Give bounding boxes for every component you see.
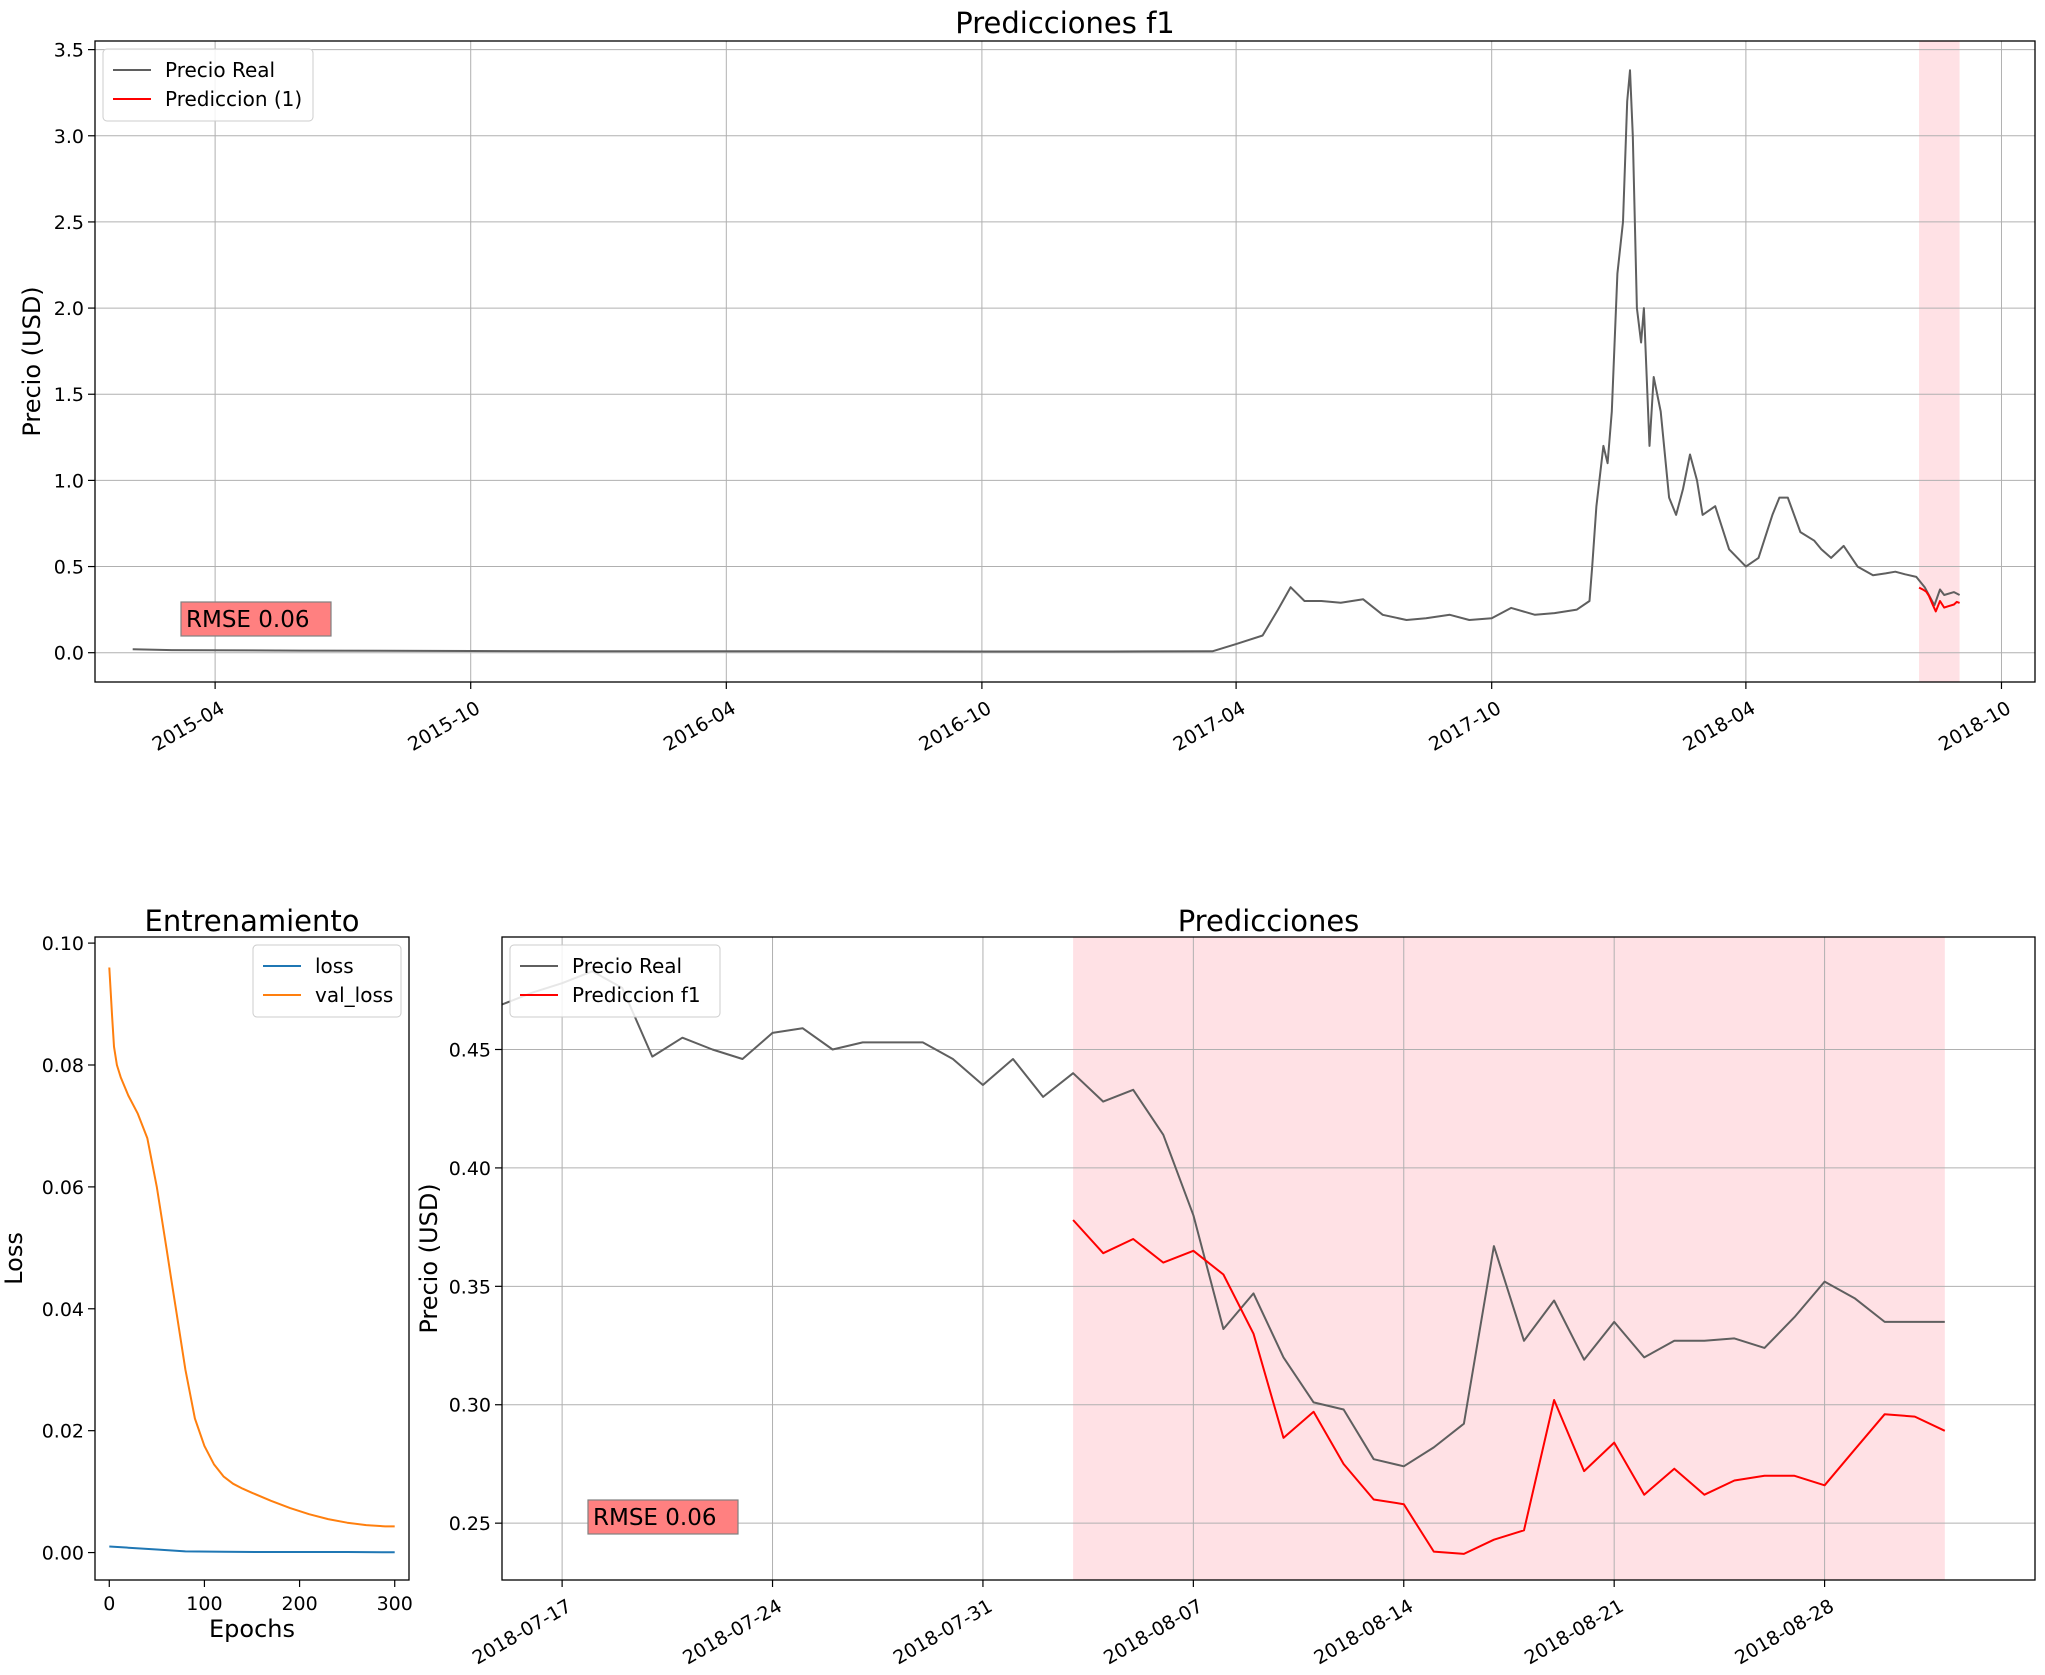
series-line-2	[1918, 586, 1960, 613]
legend-label: val_loss	[315, 983, 393, 1007]
y-tick-label: 0.35	[449, 1276, 491, 1298]
y-tick-label: 0.02	[42, 1421, 84, 1443]
chart-title: Predicciones f1	[955, 6, 1174, 40]
subplot-1: 2015-04 2015-10 2016-04 2016-10 2017-04 2017-…	[18, 6, 2036, 756]
x-tick-label: 2018-07-31	[890, 1595, 997, 1669]
axes-frame	[94, 40, 2036, 683]
y-tick-label: 3.5	[54, 40, 84, 62]
series-line-1	[132, 69, 1961, 653]
x-tick-label: 2017-10	[1425, 697, 1505, 756]
x-tick-label: 2018-07-24	[679, 1595, 786, 1669]
y-tick-label: 2.5	[54, 212, 84, 234]
x-tick-label: 2018-10	[1935, 697, 2015, 756]
y-tick-label: 1.5	[54, 384, 84, 406]
highlight-span	[1919, 41, 1960, 682]
legend: loss val_loss	[252, 944, 402, 1018]
y-tick-label: 0.08	[42, 1055, 84, 1077]
legend-box	[102, 48, 314, 122]
y-tick-label: 3.0	[54, 126, 84, 148]
series-line-2	[108, 967, 395, 1528]
legend-label: Prediccion f1	[572, 983, 701, 1007]
y-tick-label: 0.25	[449, 1513, 491, 1535]
x-axis-label: Epochs	[209, 1615, 295, 1643]
y-tick-label: 0.00	[42, 1543, 84, 1565]
x-tick-label: 100	[186, 1593, 222, 1615]
y-tick-label: 0.06	[42, 1177, 84, 1199]
y-tick-label: 0.40	[449, 1158, 491, 1180]
x-tick-label: 200	[281, 1593, 317, 1615]
rmse-label: RMSE 0.06	[186, 607, 309, 633]
subplot-3: 2018-07-17 2018-07-24 2018-07-31 2018-08-07…	[415, 904, 2036, 1669]
x-tick-label: 300	[377, 1593, 413, 1615]
series-line-1	[501, 970, 1945, 1468]
y-axis-label: Precio (USD)	[18, 286, 46, 436]
x-tick-label: 2018-04	[1679, 697, 1759, 756]
legend-label: Prediccion (1)	[165, 87, 302, 111]
legend-label: Precio Real	[165, 58, 275, 82]
legend: Precio Real Prediccion f1	[509, 944, 721, 1018]
y-axis-label: Loss	[0, 1232, 28, 1285]
y-tick-label: 0.10	[42, 933, 84, 955]
axes-frame	[94, 936, 410, 1581]
series-line-2	[1072, 1219, 1946, 1555]
x-tick-label: 2018-08-14	[1310, 1595, 1417, 1669]
legend-box	[252, 944, 402, 1018]
y-tick-label: 1.0	[54, 470, 84, 492]
y-axis-label: Precio (USD)	[415, 1183, 443, 1333]
legend-box	[509, 944, 721, 1018]
x-tick-label: 2018-07-17	[469, 1595, 576, 1669]
x-tick-label: 2015-04	[149, 697, 229, 756]
y-tick-label: 0.5	[54, 557, 84, 579]
rmse-box	[587, 1499, 739, 1535]
highlight-span	[1073, 937, 1945, 1580]
x-tick-label: 2016-04	[660, 697, 740, 756]
x-tick-label: 2015-10	[404, 697, 484, 756]
series-line-1	[109, 1545, 395, 1554]
y-tick-label: 2.0	[54, 298, 84, 320]
y-tick-label: 0.30	[449, 1395, 491, 1417]
rmse-box	[180, 601, 332, 637]
subplot-2: 0 100 200 300 0.00 0.02 0.04 0.06 0.08 0.10 Entren…	[0, 904, 413, 1643]
legend-label: Precio Real	[572, 954, 682, 978]
y-tick-label: 0.04	[42, 1299, 84, 1321]
chart-title: Entrenamiento	[145, 904, 360, 938]
legend: Precio Real Prediccion (1)	[102, 48, 314, 122]
y-tick-label: 0.0	[54, 643, 84, 665]
x-tick-label: 2018-08-21	[1521, 1595, 1628, 1669]
x-tick-label: 2018-08-07	[1100, 1595, 1207, 1669]
x-tick-label: 2018-08-28	[1731, 1595, 1838, 1669]
rmse-label: RMSE 0.06	[593, 1505, 716, 1531]
chart-title: Predicciones	[1178, 904, 1360, 938]
axes-frame	[501, 936, 2036, 1581]
x-tick-label: 2016-10	[915, 697, 995, 756]
y-tick-label: 0.45	[449, 1039, 491, 1061]
x-tick-label: 0	[103, 1593, 115, 1615]
legend-label: loss	[315, 954, 354, 978]
x-tick-label: 2017-04	[1170, 697, 1250, 756]
